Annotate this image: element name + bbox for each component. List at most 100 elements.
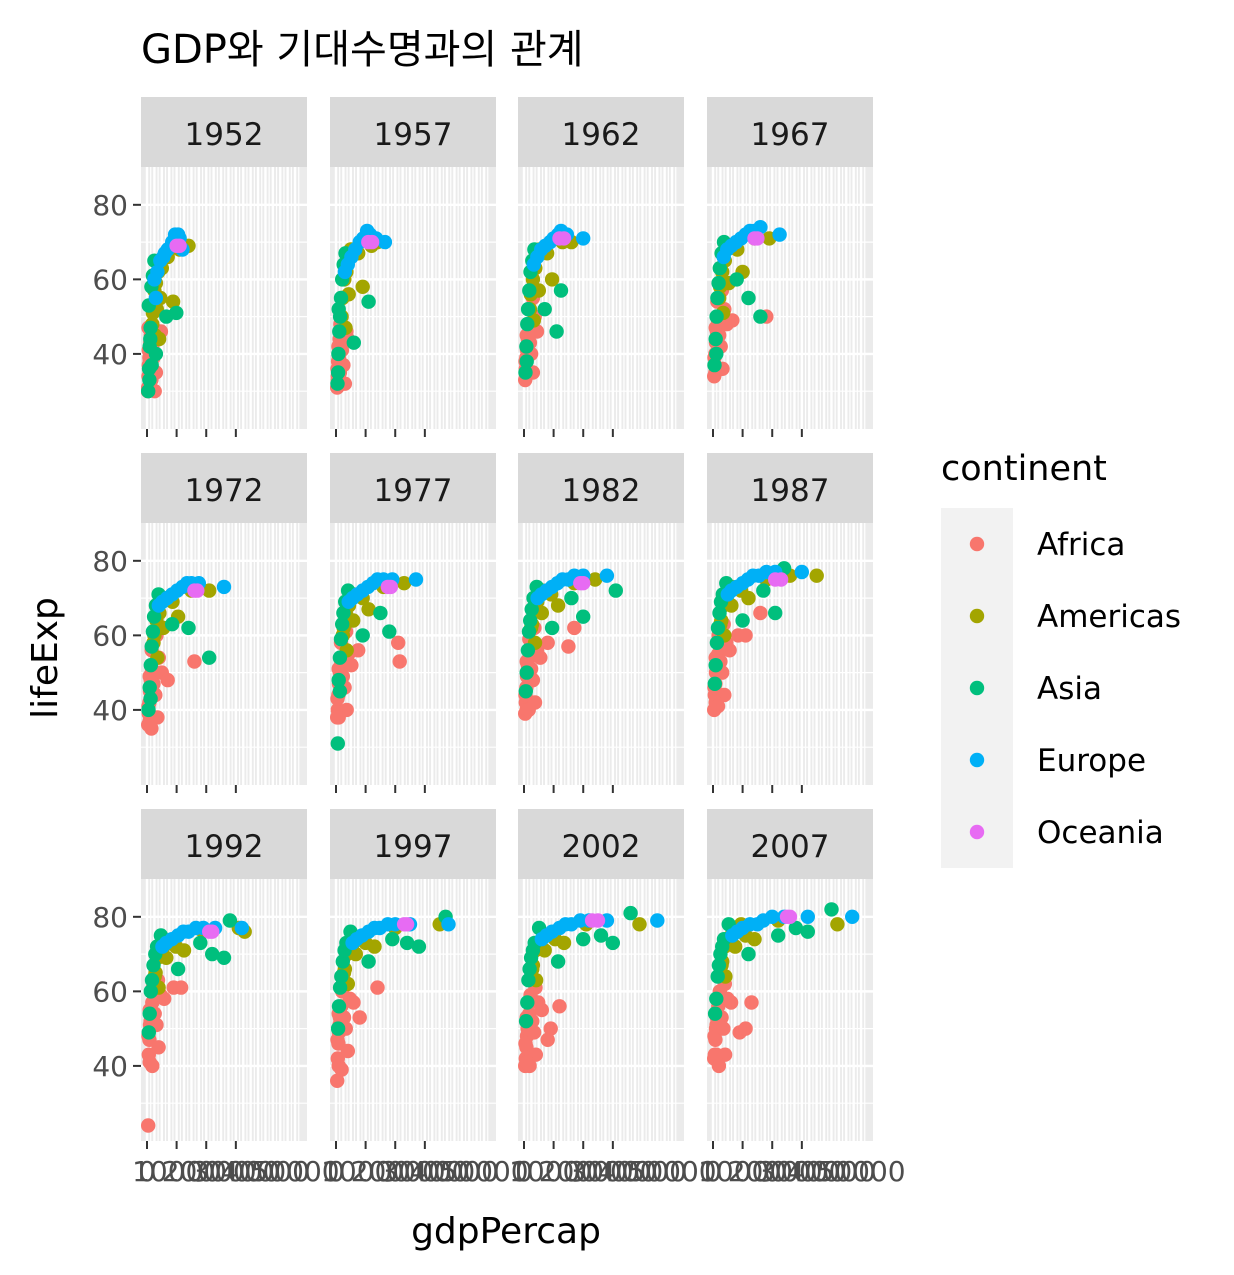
data-point-asia <box>331 346 346 362</box>
data-point-africa <box>334 1062 349 1077</box>
data-point-africa <box>144 721 159 736</box>
data-point-asia <box>519 354 534 369</box>
data-point-americas <box>728 939 743 954</box>
data-point-europe <box>599 568 615 583</box>
data-point-asia <box>711 275 726 291</box>
y-tick-label: 40 <box>92 1050 128 1083</box>
facet-strip <box>330 809 496 879</box>
points-group <box>518 568 623 721</box>
legend-label: Europe <box>1037 743 1146 779</box>
data-point-africa <box>141 1118 156 1133</box>
points-group <box>707 220 787 384</box>
data-point-asia <box>141 702 156 718</box>
data-point-asia <box>332 684 348 699</box>
data-point-africa <box>552 999 567 1014</box>
data-point-oceania <box>750 231 765 246</box>
points-group <box>141 576 232 736</box>
data-point-asia <box>193 935 208 951</box>
facet-panels: 1952 1957 1962 1967 1972 1977 1982 1987 1992 1997… <box>141 97 873 1141</box>
data-point-asia <box>373 605 388 621</box>
facet-panel-1982: 1982 <box>518 453 684 785</box>
data-point-asia <box>707 357 722 373</box>
legend-item-africa: Africa <box>941 508 1125 580</box>
data-point-asia <box>519 665 534 680</box>
facet-strip-label: 1967 <box>751 117 830 153</box>
legend-swatch <box>969 824 985 840</box>
data-point-asia <box>521 624 537 639</box>
data-point-asia <box>735 613 750 628</box>
data-point-asia <box>576 932 591 947</box>
data-point-africa <box>561 639 576 654</box>
data-point-africa <box>346 995 361 1010</box>
y-axes: 40 60 80 40 60 80 40 60 80 <box>92 189 141 1083</box>
data-point-europe <box>150 264 165 280</box>
data-point-asia <box>361 294 376 309</box>
y-tick-label: 80 <box>92 901 128 934</box>
data-point-asia <box>332 980 348 995</box>
data-point-africa <box>722 643 737 658</box>
data-point-oceania <box>399 917 415 932</box>
data-point-americas <box>367 939 382 954</box>
data-point-asia <box>333 290 349 306</box>
data-point-asia <box>142 372 157 388</box>
data-point-americas <box>809 568 824 583</box>
x-tick-label: 50000 <box>817 1155 906 1188</box>
data-point-oceania <box>205 924 220 939</box>
x-tick-label: 40000 <box>787 1155 876 1188</box>
x-tick-label: 0 <box>327 1155 345 1188</box>
data-point-asia <box>202 650 217 665</box>
data-point-africa <box>352 1010 367 1025</box>
data-point-asia <box>332 650 348 665</box>
data-point-asia <box>710 620 726 636</box>
chart-title: GDP와 기대수명과의 관계 <box>141 27 584 73</box>
data-point-africa <box>160 672 175 688</box>
data-point-africa <box>331 710 346 725</box>
x-tick-label: 50000 <box>251 1155 340 1188</box>
data-point-asia <box>334 969 349 984</box>
x-axis-title: gdpPercap <box>411 1211 601 1252</box>
legend-label: Africa <box>1037 527 1125 563</box>
data-point-africa <box>543 1021 558 1036</box>
x-tick-label: 30000 <box>568 1155 657 1188</box>
facet-strip-label: 1992 <box>185 829 264 865</box>
data-point-oceania <box>364 234 380 250</box>
data-point-asia <box>355 628 370 643</box>
data-point-asia <box>411 939 427 954</box>
data-point-asia <box>711 958 727 973</box>
data-point-americas <box>556 935 572 951</box>
data-point-europe <box>753 220 768 235</box>
data-point-asia <box>333 631 349 647</box>
data-point-asia <box>521 973 536 988</box>
data-point-asia <box>144 973 160 988</box>
data-point-europe <box>772 227 787 242</box>
facet-strip <box>518 809 684 879</box>
data-point-asia <box>330 736 345 751</box>
data-point-asia <box>593 928 609 943</box>
data-point-oceania <box>590 913 606 928</box>
x-tick-label: 30000 <box>757 1155 846 1188</box>
data-point-africa <box>351 643 366 658</box>
data-point-asia <box>544 620 560 636</box>
data-point-asia <box>169 305 184 321</box>
data-point-asia <box>518 1014 534 1029</box>
data-point-asia <box>710 969 725 984</box>
data-point-africa <box>330 1032 345 1048</box>
data-point-europe <box>576 231 591 246</box>
legend-swatch <box>969 680 985 696</box>
data-point-asia <box>623 905 638 921</box>
points-group <box>141 913 252 1133</box>
data-point-africa <box>533 650 548 665</box>
data-point-africa <box>330 1073 345 1089</box>
data-point-europe <box>441 917 456 932</box>
facet-strip-label: 1997 <box>374 829 453 865</box>
data-point-asia <box>205 946 220 962</box>
facet-panel-1967: 1967 <box>707 97 873 429</box>
data-point-asia <box>756 583 771 598</box>
y-tick-label: 80 <box>92 545 128 578</box>
facet-strip <box>707 453 873 523</box>
data-point-oceania <box>172 238 187 253</box>
data-point-americas <box>159 950 174 965</box>
data-point-africa <box>522 1058 537 1074</box>
data-point-asia <box>708 658 723 673</box>
data-point-oceania <box>190 583 205 598</box>
